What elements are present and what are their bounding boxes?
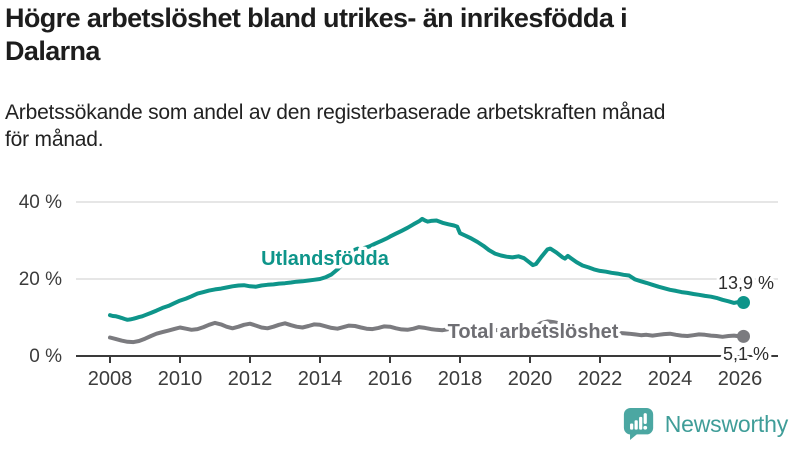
y-axis-label: 20 % xyxy=(19,269,62,290)
x-axis-label: 2022 xyxy=(578,368,623,390)
x-axis-label: 2014 xyxy=(298,368,343,390)
chart-title: Högre arbetslöshet bland utrikes- än inr… xyxy=(5,3,628,67)
x-axis-label: 2020 xyxy=(508,368,553,390)
chart-header: Högre arbetslöshet bland utrikes- än inr… xyxy=(5,2,797,154)
chart-subtitle: Arbetssökande som andel av den registerb… xyxy=(5,100,666,152)
series-end-value-total-arbetsl-shet: 5,1 % xyxy=(723,344,769,364)
series-end-dot-total-arbetsl-shet xyxy=(737,329,750,343)
series-label-utlandsf-dda: Utlandsfödda xyxy=(261,248,390,270)
y-axis-label: 0 % xyxy=(29,346,62,367)
x-axis-label: 2010 xyxy=(158,368,203,390)
brand-footer: Newsworthy xyxy=(622,406,788,442)
x-axis-label: 2008 xyxy=(88,368,133,390)
x-axis-label: 2016 xyxy=(368,368,413,390)
series-line-total-arbetsl-shet xyxy=(108,319,746,345)
y-axis-label: 40 % xyxy=(19,192,62,213)
series-label-total-arbetsl-shet: Total arbetslöshet xyxy=(448,321,619,343)
x-axis-label: 2012 xyxy=(228,368,273,390)
series-end-value-utlandsf-dda: 13,9 % xyxy=(718,273,774,293)
series-line-utlandsf-dda xyxy=(108,216,746,322)
brand-name: Newsworthy xyxy=(664,410,788,437)
series-end-dot-utlandsf-dda xyxy=(737,295,750,309)
chart-speech-bubble-icon xyxy=(623,407,653,441)
x-axis-label: 2024 xyxy=(648,368,693,390)
x-axis-label: 2018 xyxy=(438,368,483,390)
x-axis-label: 2026 xyxy=(718,368,763,390)
